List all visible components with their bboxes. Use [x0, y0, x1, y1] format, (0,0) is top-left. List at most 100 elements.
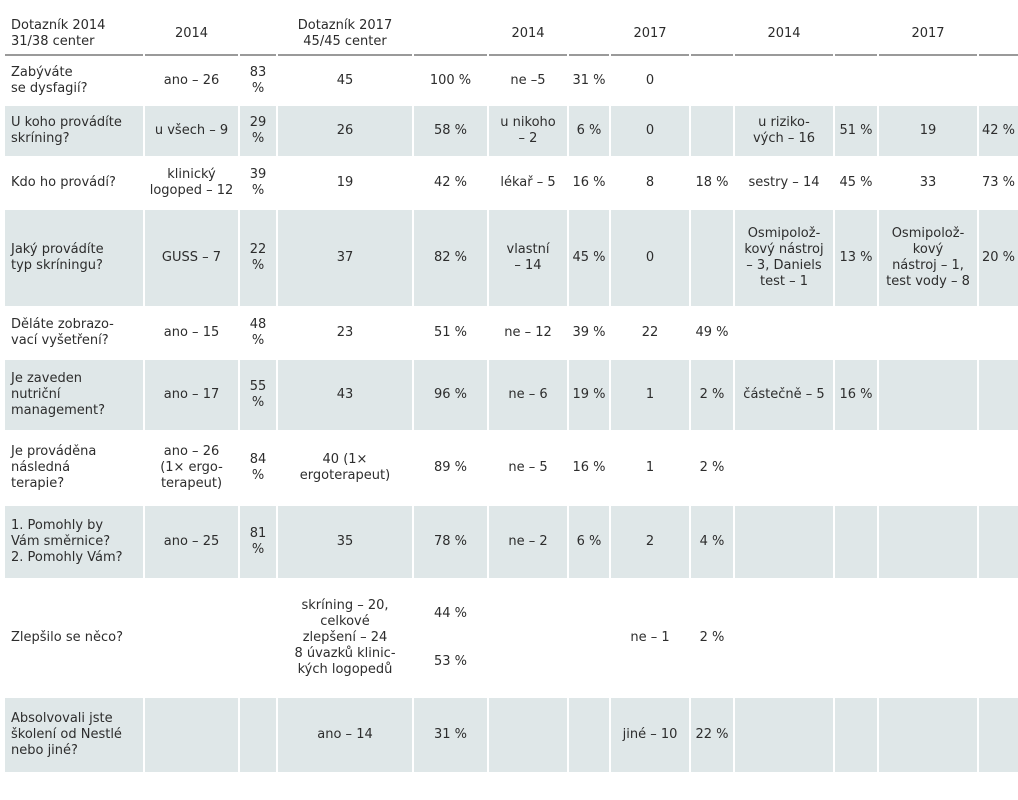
table-cell: 40 (1× ergoterapeut) — [299, 452, 391, 483]
table-cell — [835, 58, 877, 104]
table-cell: 89 % — [433, 460, 468, 475]
table-cell: 45 % — [569, 210, 609, 306]
table-cell: 73 % — [981, 175, 1016, 190]
table-cell — [489, 698, 567, 772]
table-row: Absolvovali jste školení od Nestlé nebo ji… — [5, 698, 1018, 772]
table-cell — [979, 580, 1018, 696]
header-cell: 2017 — [611, 14, 689, 56]
table-cell: ano – 26 (1× ergo-terapeut) — [160, 444, 223, 491]
table-cell: 29 % — [240, 106, 276, 156]
table-cell — [979, 698, 1018, 772]
table-cell — [735, 432, 833, 504]
table-cell: jiné – 10 — [611, 698, 689, 772]
table-cell: ne – 1 — [630, 630, 670, 645]
table-cell: 16 % — [572, 175, 606, 190]
table-cell: u nikoho – 2 — [489, 106, 567, 156]
table-cell: Osmipolož-kový nástroj – 1, test vody – 8 — [879, 210, 977, 306]
table-cell: 35 — [278, 506, 412, 578]
table-cell — [835, 506, 877, 578]
table-row: Zabýváte se dysfagií? ano – 26 83 % 45 100 % n… — [5, 58, 1018, 104]
table-cell: 13 % — [835, 210, 877, 306]
table-cell: 48 % — [249, 317, 267, 348]
table-cell: 51 % — [835, 106, 877, 156]
table-cell: klinický logoped – 12 — [149, 167, 234, 198]
table-row: Je zaveden nutriční management? ano – 17 55 … — [5, 360, 1018, 430]
table-cell: 2 — [611, 506, 689, 578]
table-cell: 22 % — [691, 698, 733, 772]
table-cell: 2 % — [691, 360, 733, 430]
question-cell: Děláte zobrazo-vací vyšetření? — [11, 317, 114, 348]
table-cell — [879, 506, 977, 578]
table-cell: 49 % — [695, 325, 729, 340]
results-table: Dotazník 2014 31/38 center 2014 Dotazník 20… — [3, 14, 1018, 772]
table-cell: u riziko-vých – 16 — [735, 106, 833, 156]
table-cell: 26 — [278, 106, 412, 156]
table-cell: ano – 26 — [163, 73, 220, 88]
table-row: Kdo ho provádí? klinický logoped – 12 39 % 1… — [5, 158, 1018, 208]
table-row: Děláte zobrazo-vací vyšetření? ano – 15 48… — [5, 308, 1018, 358]
table-cell — [879, 360, 977, 430]
table-cell: 19 — [336, 175, 354, 190]
table-cell: ne – 5 — [508, 460, 548, 475]
table-cell — [735, 58, 833, 104]
table-cell: 6 % — [569, 506, 609, 578]
table-cell — [240, 580, 276, 696]
table-cell — [879, 58, 977, 104]
table-cell: lékař – 5 — [500, 175, 556, 190]
question-cell: 1. Pomohly by Vám směrnice? 2. Pomohly Vám… — [5, 506, 143, 578]
header-cell — [979, 14, 1018, 56]
table-cell — [691, 58, 733, 104]
table-cell: 6 % — [569, 106, 609, 156]
table-cell — [145, 580, 238, 696]
table-cell: 16 % — [835, 360, 877, 430]
table-cell: ne – 6 — [489, 360, 567, 430]
table-cell: 0 — [611, 106, 689, 156]
header-cell: 2014 — [735, 14, 833, 56]
table-cell — [691, 210, 733, 306]
table-cell: ano – 15 — [163, 325, 220, 340]
table-cell — [835, 698, 877, 772]
table-cell: 31 % — [572, 73, 606, 88]
table-row: Je prováděna následná terapie? ano – 26 (1× … — [5, 432, 1018, 504]
table-cell — [691, 106, 733, 156]
table-cell — [979, 308, 1018, 358]
question-cell: Jaký provádíte typ skríningu? — [5, 210, 143, 306]
table-row: Jaký provádíte typ skríningu? GUSS – 7 22 %… — [5, 210, 1018, 306]
header-cell — [414, 14, 487, 56]
table-cell: 2 % — [699, 460, 725, 475]
table-cell: 43 — [278, 360, 412, 430]
header-cell — [691, 14, 733, 56]
table-cell: 39 % — [572, 325, 606, 340]
table-cell: 45 % — [839, 175, 873, 190]
table-cell: 42 % — [979, 106, 1018, 156]
table-cell — [569, 580, 609, 696]
table-cell: u všech – 9 — [145, 106, 238, 156]
table-cell: sestry – 14 — [748, 175, 820, 190]
table-cell — [735, 308, 833, 358]
table-cell — [145, 698, 238, 772]
table-cell: 45 — [336, 73, 354, 88]
question-cell: Je prováděna následná terapie? — [11, 444, 97, 491]
question-cell: Zlepšilo se něco? — [11, 630, 123, 645]
table-cell — [569, 698, 609, 772]
table-cell: 84 % — [249, 452, 267, 483]
table-cell: 33 — [919, 175, 937, 190]
question-cell: Absolvovali jste školení od Nestlé nebo ji… — [5, 698, 143, 772]
table-cell: 44 % 53 % — [433, 606, 468, 669]
table-cell — [735, 698, 833, 772]
table-cell — [879, 432, 977, 504]
question-cell: Zabýváte se dysfagií? — [11, 65, 88, 96]
table-cell — [735, 580, 833, 696]
table-cell: 16 % — [572, 460, 606, 475]
table-cell: 58 % — [414, 106, 487, 156]
table-cell: ne – 12 — [504, 325, 552, 340]
table-cell: Osmipolož-kový nástroj – 3, Daniels test –… — [735, 210, 833, 306]
question-cell: U koho provádíte skríning? — [5, 106, 143, 156]
table-cell: 20 % — [979, 210, 1018, 306]
table-cell — [979, 58, 1018, 104]
table-cell — [835, 580, 877, 696]
table-header-row: Dotazník 2014 31/38 center 2014 Dotazník 20… — [5, 14, 1018, 56]
table-cell: GUSS – 7 — [145, 210, 238, 306]
question-cell: Kdo ho provádí? — [11, 175, 116, 190]
